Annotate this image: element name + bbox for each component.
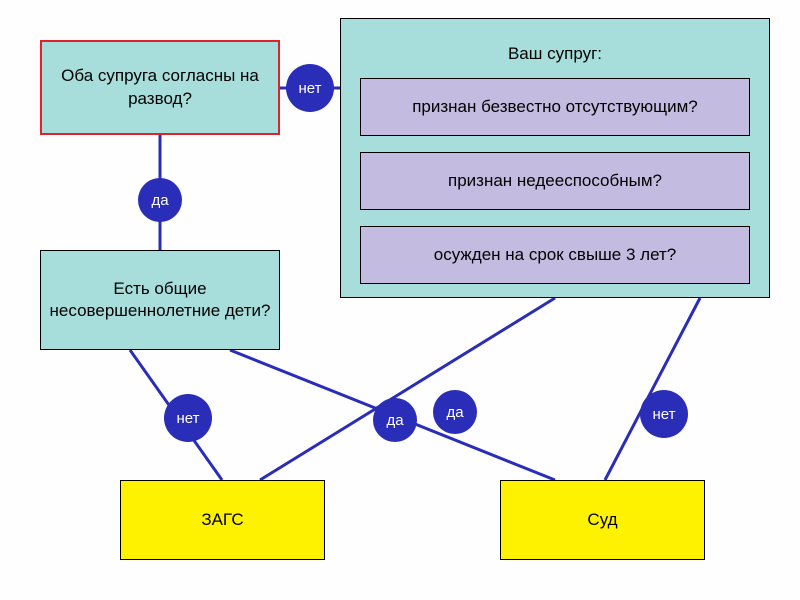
- spouse-condition-incapable: признан недееспособным?: [360, 152, 750, 210]
- question-minor-children-text: Есть общие несовершеннолетние дети?: [41, 278, 279, 322]
- badge-spouse-no-text: нет: [653, 406, 676, 423]
- outcome-zags: ЗАГС: [120, 480, 325, 560]
- outcome-court: Суд: [500, 480, 705, 560]
- badge-spouse-yes: да: [433, 390, 477, 434]
- question-minor-children: Есть общие несовершеннолетние дети?: [40, 250, 280, 350]
- question-both-agree-text: Оба супруга согласны на развод?: [42, 65, 278, 109]
- badge-spouse-yes-text: да: [446, 404, 463, 421]
- spouse-conditions-title: Ваш супруг:: [508, 43, 602, 65]
- badge-spouse-no: нет: [640, 390, 688, 438]
- badge-q1-yes-text: да: [151, 192, 168, 209]
- spouse-condition-missing: признан безвестно отсутствующим?: [360, 78, 750, 136]
- outcome-zags-text: ЗАГС: [201, 509, 243, 531]
- badge-q1-no: нет: [286, 64, 334, 112]
- spouse-condition-sentenced-text: осужден на срок свыше 3 лет?: [434, 244, 676, 266]
- outcome-court-text: Суд: [587, 509, 617, 531]
- badge-q1-no-text: нет: [299, 80, 322, 97]
- spouse-condition-missing-text: признан безвестно отсутствующим?: [412, 96, 698, 118]
- badge-q2-no-text: нет: [177, 410, 200, 427]
- badge-q2-yes-text: да: [386, 412, 403, 429]
- question-both-agree: Оба супруга согласны на развод?: [40, 40, 280, 135]
- spouse-condition-sentenced: осужден на срок свыше 3 лет?: [360, 226, 750, 284]
- badge-q2-yes: да: [373, 398, 417, 442]
- spouse-condition-incapable-text: признан недееспособным?: [448, 170, 662, 192]
- badge-q1-yes: да: [138, 178, 182, 222]
- badge-q2-no: нет: [164, 394, 212, 442]
